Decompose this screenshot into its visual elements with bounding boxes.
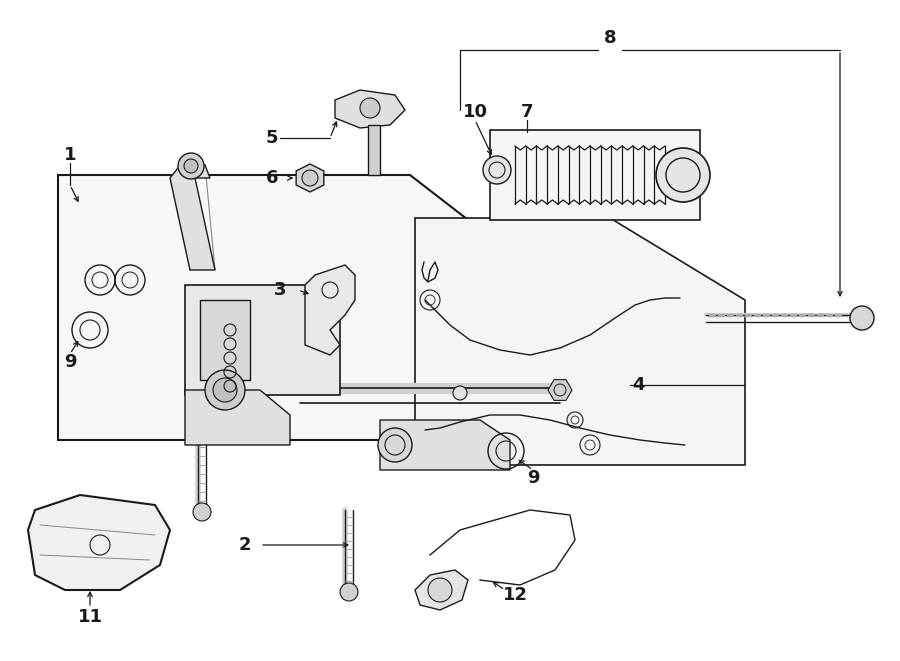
Circle shape bbox=[213, 378, 237, 402]
Polygon shape bbox=[368, 125, 380, 175]
Polygon shape bbox=[170, 165, 215, 270]
Polygon shape bbox=[548, 379, 572, 401]
Polygon shape bbox=[296, 164, 324, 192]
Polygon shape bbox=[490, 130, 700, 220]
Text: 9: 9 bbox=[526, 469, 539, 487]
Text: 8: 8 bbox=[604, 29, 617, 47]
Polygon shape bbox=[58, 175, 520, 440]
Polygon shape bbox=[380, 420, 510, 470]
Circle shape bbox=[656, 148, 710, 202]
Circle shape bbox=[850, 306, 874, 330]
Text: 6: 6 bbox=[266, 169, 278, 187]
Circle shape bbox=[340, 583, 358, 601]
Text: 7: 7 bbox=[521, 103, 533, 121]
Circle shape bbox=[360, 98, 380, 118]
Polygon shape bbox=[305, 265, 355, 355]
Circle shape bbox=[184, 159, 198, 173]
Polygon shape bbox=[335, 90, 405, 128]
Text: 11: 11 bbox=[77, 608, 103, 626]
Text: 3: 3 bbox=[274, 281, 286, 299]
Circle shape bbox=[302, 170, 318, 186]
Polygon shape bbox=[185, 390, 290, 445]
Circle shape bbox=[205, 370, 245, 410]
Text: 5: 5 bbox=[266, 129, 278, 147]
Circle shape bbox=[378, 428, 412, 462]
Circle shape bbox=[483, 156, 511, 184]
Text: 12: 12 bbox=[502, 586, 527, 604]
Circle shape bbox=[428, 578, 452, 602]
Circle shape bbox=[178, 153, 204, 179]
Text: 10: 10 bbox=[463, 103, 488, 121]
Polygon shape bbox=[415, 570, 468, 610]
Text: 9: 9 bbox=[64, 353, 76, 371]
Text: 4: 4 bbox=[632, 376, 644, 394]
Circle shape bbox=[453, 386, 467, 400]
Polygon shape bbox=[185, 285, 340, 395]
Polygon shape bbox=[28, 495, 170, 590]
Polygon shape bbox=[415, 218, 745, 465]
Text: 1: 1 bbox=[64, 146, 76, 164]
Circle shape bbox=[193, 503, 211, 521]
Polygon shape bbox=[200, 300, 250, 380]
Text: 2: 2 bbox=[238, 536, 251, 554]
